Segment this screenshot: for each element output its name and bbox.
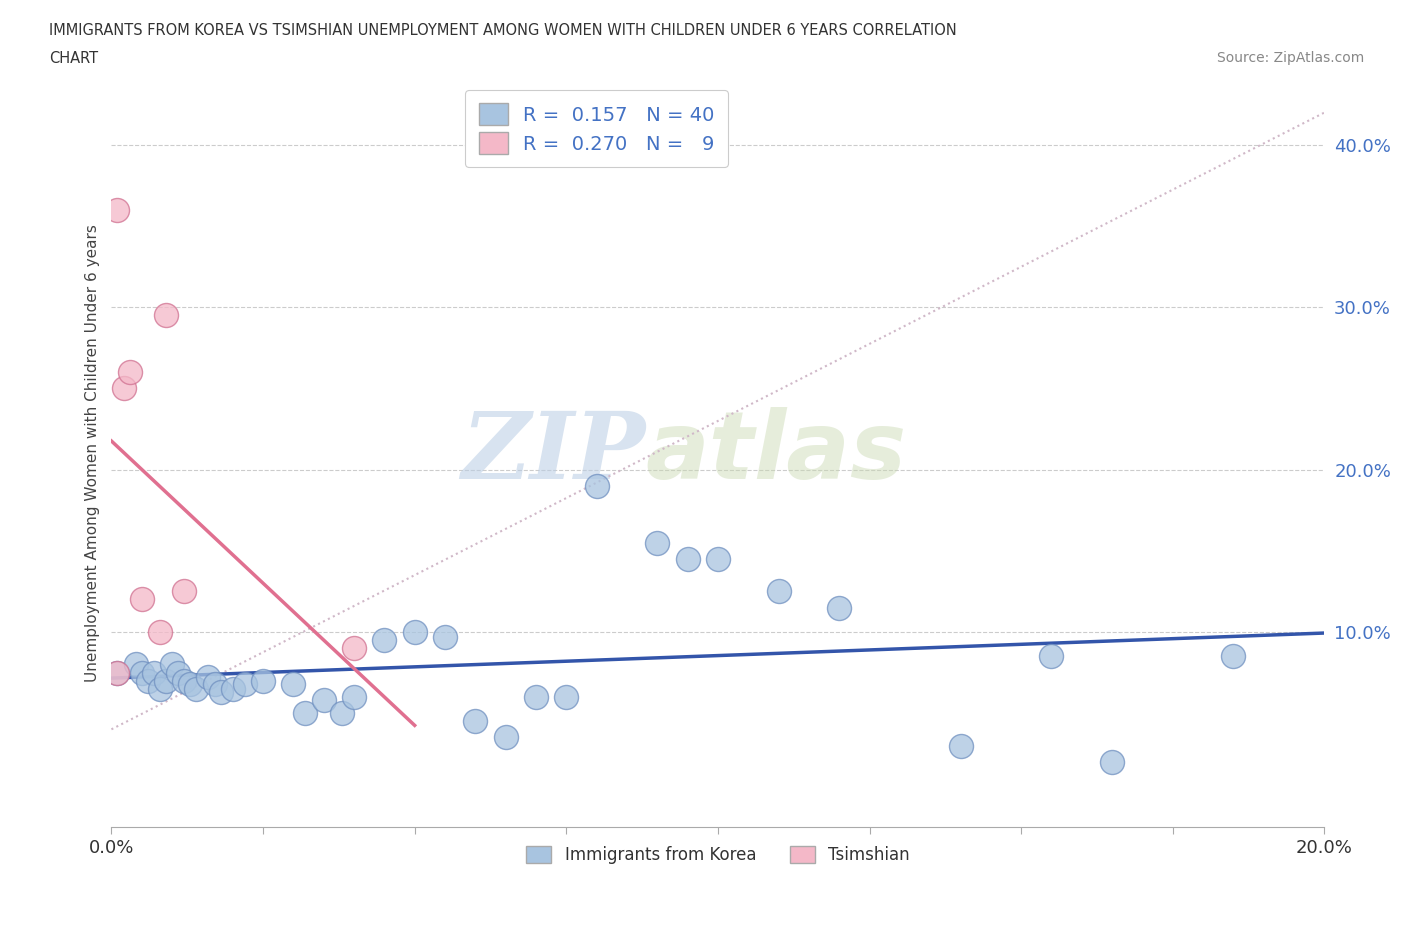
Point: [1222, 649, 1244, 664]
Point: [233, 676, 256, 691]
Point: [197, 670, 219, 684]
Point: [343, 641, 366, 656]
Point: [707, 551, 730, 566]
Point: [149, 682, 172, 697]
Point: [204, 676, 226, 691]
Point: [131, 665, 153, 680]
Point: [155, 308, 177, 323]
Point: [118, 365, 141, 379]
Point: [136, 673, 159, 688]
Point: [107, 203, 129, 218]
Point: [949, 738, 972, 753]
Point: [124, 657, 146, 671]
Point: [173, 673, 195, 688]
Text: IMMIGRANTS FROM KOREA VS TSIMSHIAN UNEMPLOYMENT AMONG WOMEN WITH CHILDREN UNDER : IMMIGRANTS FROM KOREA VS TSIMSHIAN UNEMP…: [49, 23, 957, 38]
Point: [252, 673, 274, 688]
Text: CHART: CHART: [49, 51, 98, 66]
Point: [294, 706, 316, 721]
Point: [495, 730, 517, 745]
Point: [142, 665, 165, 680]
Point: [404, 625, 426, 640]
Text: ZIP: ZIP: [461, 408, 645, 498]
Point: [555, 689, 578, 704]
Point: [524, 689, 547, 704]
Legend: Immigrants from Korea, Tsimshian: Immigrants from Korea, Tsimshian: [520, 839, 917, 870]
Point: [768, 584, 790, 599]
Point: [155, 673, 177, 688]
Point: [186, 682, 208, 697]
Point: [1101, 754, 1123, 769]
Point: [209, 684, 232, 699]
Point: [173, 584, 195, 599]
Point: [1040, 649, 1063, 664]
Point: [222, 682, 245, 697]
Point: [312, 693, 335, 708]
Point: [131, 592, 153, 607]
Point: [464, 713, 486, 728]
Point: [107, 665, 129, 680]
Point: [585, 478, 607, 493]
Point: [330, 706, 353, 721]
Point: [167, 665, 190, 680]
Point: [160, 657, 183, 671]
Point: [828, 600, 851, 615]
Point: [433, 630, 456, 644]
Point: [676, 551, 699, 566]
Point: [107, 665, 129, 680]
Point: [179, 676, 201, 691]
Point: [149, 625, 172, 640]
Text: Source: ZipAtlas.com: Source: ZipAtlas.com: [1216, 51, 1364, 65]
Y-axis label: Unemployment Among Women with Children Under 6 years: Unemployment Among Women with Children U…: [86, 224, 100, 683]
Text: atlas: atlas: [645, 407, 907, 499]
Point: [283, 676, 305, 691]
Point: [645, 536, 668, 551]
Point: [373, 632, 395, 647]
Point: [343, 689, 366, 704]
Point: [112, 381, 135, 396]
